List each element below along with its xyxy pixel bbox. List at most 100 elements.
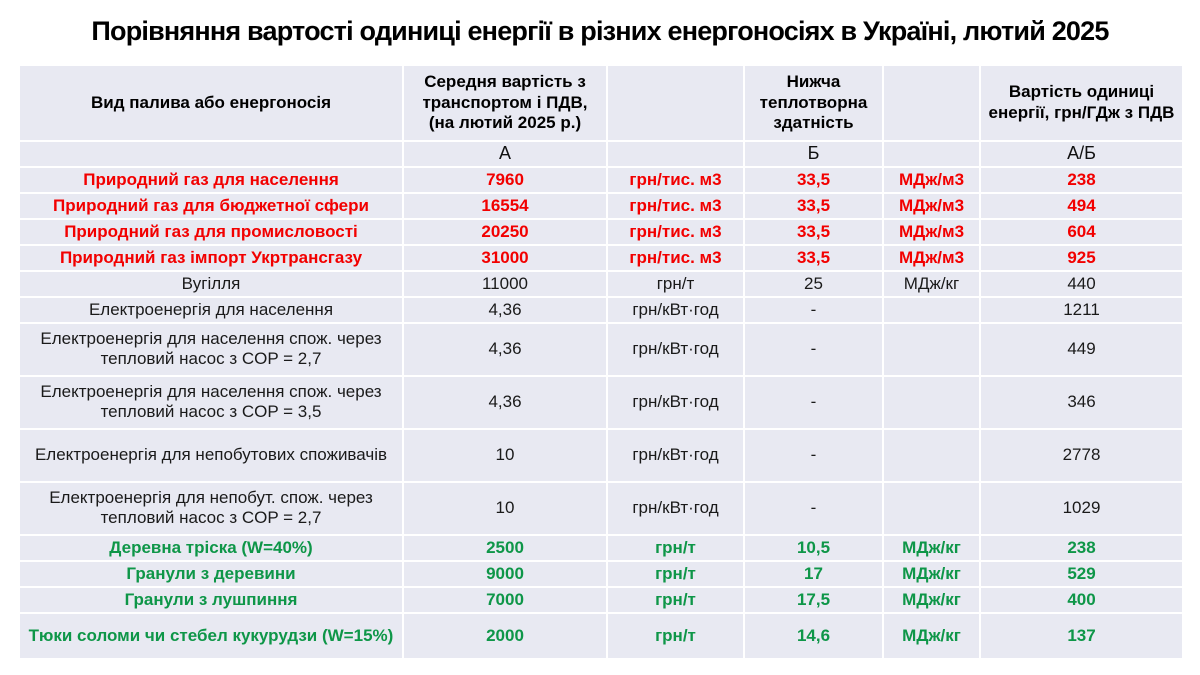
table-row: Гранули з лушпиння 7000 грн/т 17,5 МДж/кг 400 [20,587,1182,614]
heating-value-cell: 17,5 [745,587,884,614]
cost-unit-cell: грн/тис. м3 [608,245,745,272]
table-row: Електроенергія для населення 4,36 грн/кВт·… [20,297,1182,324]
fuel-type-cell: Електроенергія для непобут. спож. через … [20,482,404,536]
cost-unit-cell: грн/кВт·год [608,323,745,377]
heating-value-cell: 33,5 [745,167,884,194]
fuel-type-cell: Електроенергія для населення [20,297,404,324]
unit-energy-cost-cell: 529 [981,561,1182,588]
cost-unit-cell: грн/т [608,271,745,298]
heating-unit-cell: МДж/кг [884,561,981,588]
heating-value-cell: - [745,297,884,324]
unit-energy-cost-cell: 925 [981,245,1182,272]
heating-unit-cell: МДж/кг [884,613,981,660]
avg-cost-cell: 4,36 [404,297,608,324]
table-row: Вугілля 11000 грн/т 25 МДж/кг 440 [20,271,1182,298]
unit-energy-cost-cell: 1211 [981,297,1182,324]
unit-energy-cost-cell: 137 [981,613,1182,660]
cost-unit-cell: грн/кВт·год [608,482,745,536]
heating-value-cell: 14,6 [745,613,884,660]
page-title: Порівняння вартості одиниці енергії в рі… [91,16,1109,46]
unit-energy-cost-cell: 238 [981,167,1182,194]
unit-energy-cost-cell: 440 [981,271,1182,298]
table-subheader-row: А Б А/Б [20,142,1182,168]
unit-energy-cost-cell: 449 [981,323,1182,377]
subheader-cell-4 [884,142,981,168]
heating-value-cell: 33,5 [745,219,884,246]
avg-cost-cell: 31000 [404,245,608,272]
avg-cost-cell: 10 [404,429,608,483]
table-row: Природний газ для бюджетної сфери 16554 гр… [20,193,1182,220]
table-row: Електроенергія для непобут. спож. через … [20,482,1182,536]
heating-unit-cell: МДж/кг [884,535,981,562]
cost-unit-cell: грн/тис. м3 [608,167,745,194]
heating-unit-cell: МДж/кг [884,587,981,614]
cost-unit-cell: грн/тис. м3 [608,193,745,220]
heating-unit-cell: МДж/м3 [884,193,981,220]
heating-unit-cell [884,297,981,324]
table-row: Природний газ імпорт Укртрансгазу 31000 гр… [20,245,1182,272]
avg-cost-cell: 11000 [404,271,608,298]
unit-energy-cost-cell: 238 [981,535,1182,562]
avg-cost-cell: 10 [404,482,608,536]
avg-cost-cell: 7960 [404,167,608,194]
fuel-type-cell: Електроенергія для населення спож. через… [20,323,404,377]
header-cell-1: Середня вартість з транспортом і ПДВ, (н… [404,66,608,142]
fuel-type-cell: Електроенергія для непобутових споживачі… [20,429,404,483]
fuel-type-cell: Тюки соломи чи стебел кукурудзи (W=15%) [20,613,404,660]
unit-energy-cost-cell: 346 [981,376,1182,430]
unit-energy-cost-cell: 400 [981,587,1182,614]
table-row: Природний газ для населення 7960 грн/тис. … [20,167,1182,194]
cost-unit-cell: грн/т [608,561,745,588]
heating-unit-cell [884,429,981,483]
avg-cost-cell: 4,36 [404,323,608,377]
cost-unit-cell: грн/т [608,587,745,614]
unit-energy-cost-cell: 494 [981,193,1182,220]
cost-unit-cell: грн/т [608,613,745,660]
fuel-type-cell: Деревна тріска (W=40%) [20,535,404,562]
heating-unit-cell: МДж/кг [884,271,981,298]
avg-cost-cell: 2000 [404,613,608,660]
table-row: Електроенергія для населення спож. через… [20,323,1182,377]
cost-unit-cell: грн/т [608,535,745,562]
heating-value-cell: 17 [745,561,884,588]
fuel-type-cell: Гранули з деревини [20,561,404,588]
subheader-cell-5: А/Б [981,142,1182,168]
subheader-cell-1: А [404,142,608,168]
heating-unit-cell: МДж/м3 [884,167,981,194]
header-cell-3: Нижча теплотворна здатність [745,66,884,142]
avg-cost-cell: 2500 [404,535,608,562]
heating-unit-cell [884,376,981,430]
avg-cost-cell: 16554 [404,193,608,220]
subheader-cell-3: Б [745,142,884,168]
energy-cost-table: Вид палива або енергоносія Середня вартіс… [20,66,1182,660]
avg-cost-cell: 9000 [404,561,608,588]
heating-value-cell: - [745,482,884,536]
table-row: Електроенергія для населення спож. через… [20,376,1182,430]
unit-energy-cost-cell: 2778 [981,429,1182,483]
heating-value-cell: 33,5 [745,193,884,220]
heating-value-cell: 25 [745,271,884,298]
fuel-type-cell: Природний газ імпорт Укртрансгазу [20,245,404,272]
heating-unit-cell [884,482,981,536]
header-cell-5: Вартість одиниці енергії, грн/ГДж з ПДВ [981,66,1182,142]
fuel-type-cell: Природний газ для населення [20,167,404,194]
table-header-row: Вид палива або енергоносія Середня вартіс… [20,66,1182,142]
heating-value-cell: 10,5 [745,535,884,562]
cost-unit-cell: грн/кВт·год [608,297,745,324]
avg-cost-cell: 7000 [404,587,608,614]
heating-value-cell: - [745,323,884,377]
avg-cost-cell: 4,36 [404,376,608,430]
heating-value-cell: - [745,429,884,483]
cost-unit-cell: грн/кВт·год [608,376,745,430]
heating-value-cell: - [745,376,884,430]
table-row: Гранули з деревини 9000 грн/т 17 МДж/кг 529 [20,561,1182,588]
table-row: Природний газ для промисловості 20250 грн/… [20,219,1182,246]
table-row: Тюки соломи чи стебел кукурудзи (W=15%) 2… [20,613,1182,660]
unit-energy-cost-cell: 604 [981,219,1182,246]
fuel-type-cell: Природний газ для промисловості [20,219,404,246]
heating-value-cell: 33,5 [745,245,884,272]
cost-unit-cell: грн/кВт·год [608,429,745,483]
heating-unit-cell [884,323,981,377]
heating-unit-cell: МДж/м3 [884,245,981,272]
